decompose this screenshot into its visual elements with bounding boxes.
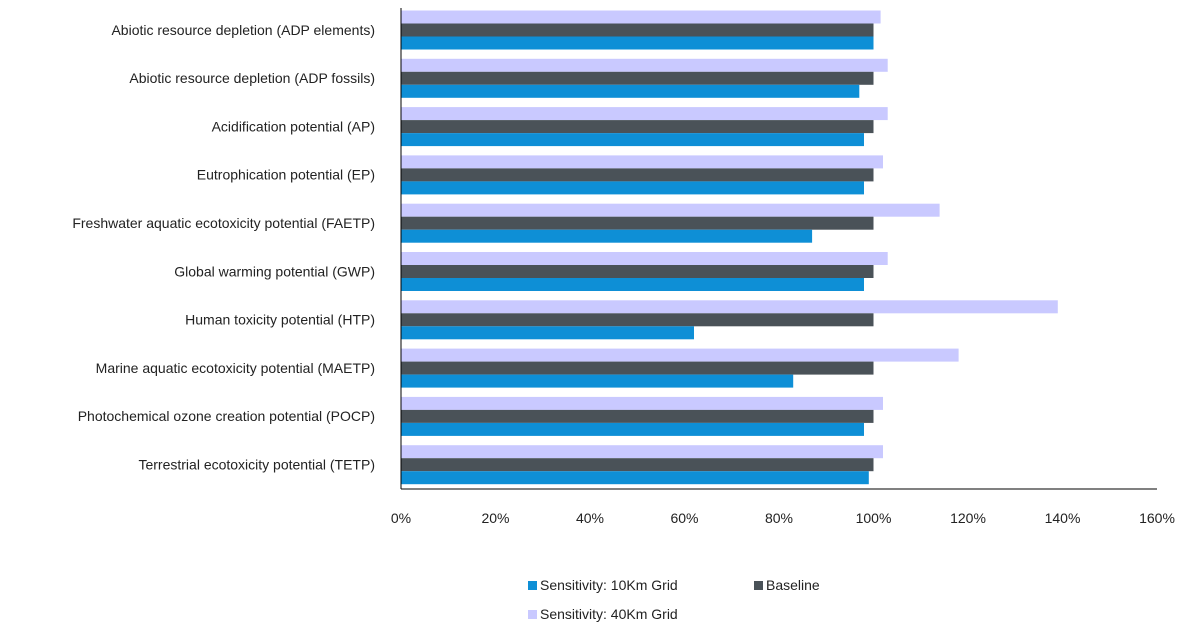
legend-item-baseline: Baseline: [754, 577, 820, 593]
bar-10km-7: [401, 374, 794, 388]
bar-10km-4: [401, 229, 813, 243]
bar-baseline-1: [401, 71, 874, 85]
x-tick-label: 40%: [576, 510, 604, 526]
bar-baseline-0: [401, 23, 874, 37]
bar-40km-8: [401, 396, 883, 410]
bar-10km-3: [401, 181, 864, 195]
bar-10km-2: [401, 133, 864, 147]
category-label: Abiotic resource depletion (ADP elements…: [111, 22, 375, 38]
category-label: Freshwater aquatic ecotoxicity potential…: [72, 215, 375, 231]
bar-baseline-8: [401, 409, 874, 423]
bar-baseline-9: [401, 458, 874, 472]
x-tick-label: 0%: [391, 510, 411, 526]
bar-40km-7: [401, 348, 959, 362]
bar-40km-0: [401, 10, 881, 24]
bar-40km-9: [401, 445, 883, 459]
bar-baseline-6: [401, 313, 874, 327]
category-labels: Abiotic resource depletion (ADP elements…: [72, 22, 375, 473]
x-tick-label: 20%: [481, 510, 509, 526]
bar-40km-1: [401, 58, 888, 72]
legend-label-baseline: Baseline: [766, 577, 820, 593]
bar-10km-6: [401, 326, 694, 340]
category-label: Eutrophication potential (EP): [197, 167, 375, 183]
category-label: Human toxicity potential (HTP): [185, 312, 375, 328]
legend-item-40km: Sensitivity: 40Km Grid: [528, 606, 678, 622]
legend-item-10km: Sensitivity: 10Km Grid: [528, 577, 678, 593]
x-tick-label: 80%: [765, 510, 793, 526]
bar-baseline-4: [401, 216, 874, 230]
legend-swatch-baseline: [754, 580, 763, 590]
category-label: Marine aquatic ecotoxicity potential (MA…: [96, 360, 375, 376]
bar-10km-1: [401, 84, 860, 98]
bar-10km-8: [401, 422, 864, 436]
x-tick-label: 60%: [670, 510, 698, 526]
bar-40km-6: [401, 300, 1058, 314]
category-label: Photochemical ozone creation potential (…: [78, 408, 375, 424]
bar-10km-9: [401, 471, 869, 485]
bar-10km-0: [401, 36, 874, 50]
category-label: Global warming potential (GWP): [174, 263, 375, 279]
x-tick-label: 160%: [1139, 510, 1175, 526]
x-tick-label: 100%: [856, 510, 892, 526]
legend-label-40km: Sensitivity: 40Km Grid: [540, 606, 678, 622]
legend-swatch-40km: [528, 609, 537, 619]
x-tick-labels: 0% 20% 40% 60% 80% 100% 120% 140% 160%: [391, 510, 1175, 526]
bar-baseline-2: [401, 120, 874, 134]
category-label: Abiotic resource depletion (ADP fossils): [129, 70, 375, 86]
bar-40km-3: [401, 155, 883, 169]
x-tick-label: 120%: [950, 510, 986, 526]
bar-baseline-5: [401, 265, 874, 278]
bar-40km-4: [401, 203, 940, 217]
category-label: Acidification potential (AP): [212, 119, 375, 135]
bar-baseline-7: [401, 361, 874, 375]
chart-bars: [401, 10, 1058, 485]
x-tick-label: 140%: [1045, 510, 1081, 526]
legend-label-10km: Sensitivity: 10Km Grid: [540, 577, 678, 593]
category-label: Terrestrial ecotoxicity potential (TETP): [138, 457, 375, 473]
bar-40km-2: [401, 107, 888, 121]
bar-40km-5: [401, 252, 888, 265]
bar-10km-5: [401, 278, 864, 291]
legend-swatch-10km: [528, 580, 537, 590]
bar-baseline-3: [401, 168, 874, 182]
